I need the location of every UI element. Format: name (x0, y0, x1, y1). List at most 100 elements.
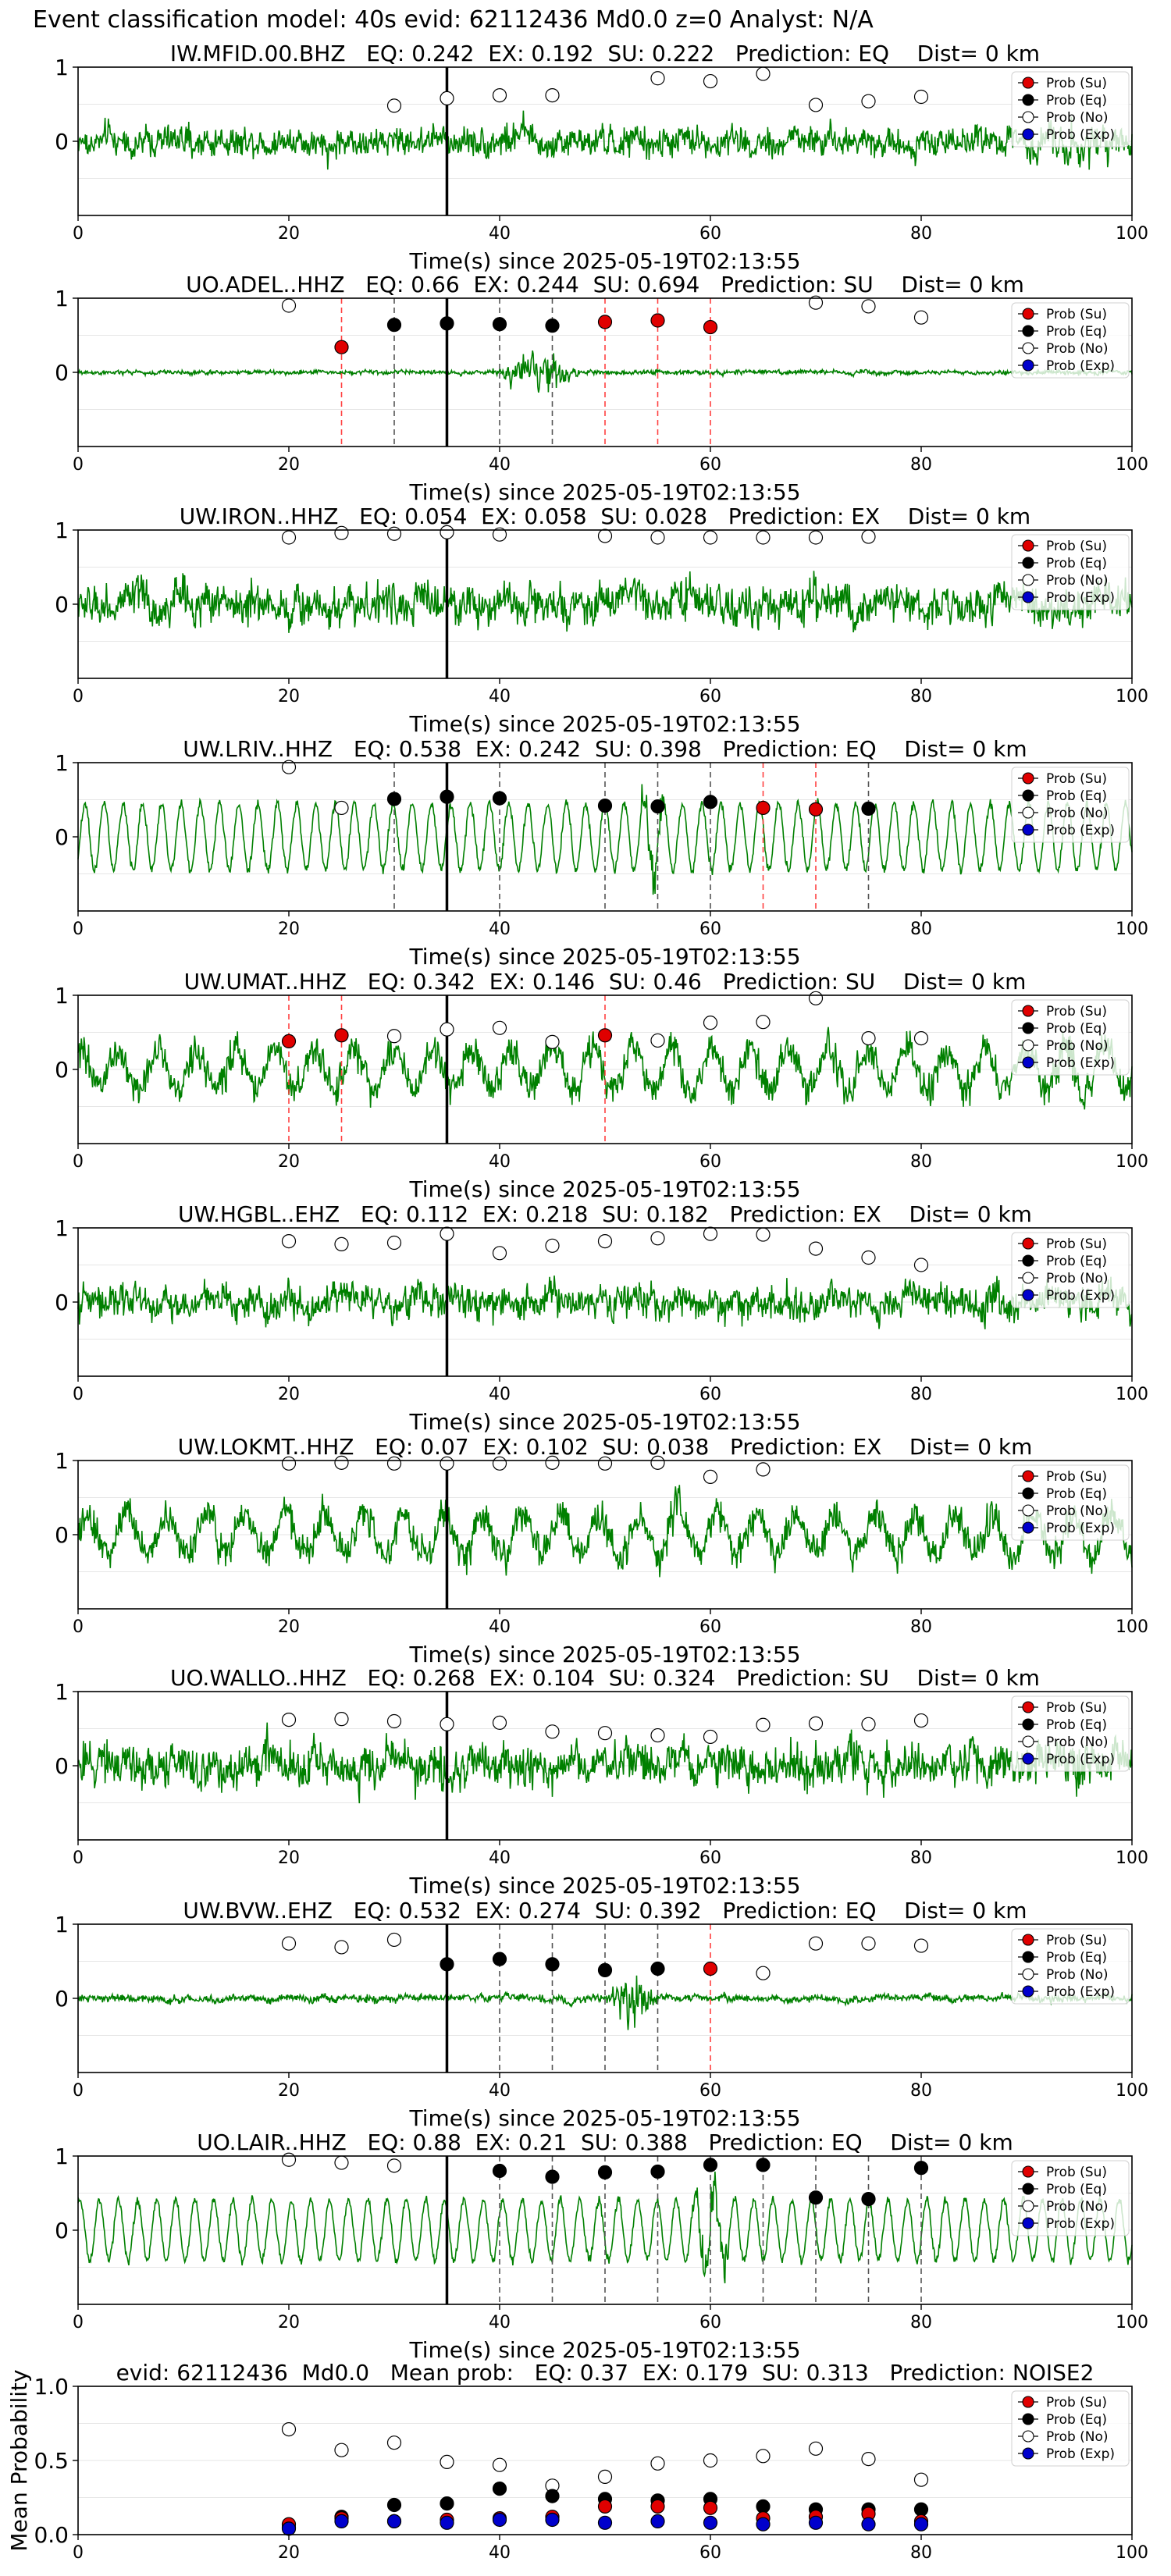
panel-10-legend-marker (1022, 2183, 1034, 2195)
panel-6-prob-no-marker (808, 1241, 824, 1256)
panel-11-prob-no-marker (650, 2456, 665, 2471)
panel-6-legend-marker (1022, 1289, 1034, 1301)
panel-1-legend-box (1011, 71, 1130, 148)
panel-1-xlabel: Time(s) since 2025-05-19T02:13:55 (408, 248, 800, 274)
panel-2-legend-marker (1022, 342, 1034, 354)
panel-2-legend-marker (1022, 308, 1034, 320)
panel-10-title: UO.LAIR..HHZ EQ: 0.88 EX: 0.21 SU: 0.388… (197, 2129, 1013, 2155)
panel-2-xtick-label: 20 (278, 455, 300, 475)
panel-3-xtick-label: 40 (489, 687, 511, 706)
panel-9-prob-su-marker (703, 1961, 718, 1976)
panel-1-legend-label: Prob (No) (1046, 110, 1109, 126)
panel-3-prob-no-marker (440, 525, 454, 539)
panel-1-legend-marker (1022, 94, 1034, 106)
panel-4-xtick-label: 60 (699, 920, 721, 939)
panel-2-prob-eq-marker (545, 318, 560, 333)
panel-4-xtick-label: 20 (278, 920, 300, 939)
panel-11-prob-no-marker (808, 2441, 824, 2456)
panel-1-xtick-label: 20 (278, 224, 300, 244)
panel-7-legend-label: Prob (Eq) (1046, 1486, 1107, 1502)
panel-2-legend-label: Prob (Eq) (1046, 324, 1107, 340)
panel-8-xtick-label: 100 (1116, 1848, 1148, 1868)
panel-11-prob-no-marker (334, 2443, 349, 2457)
panel-6-prob-no-marker (597, 1233, 613, 1249)
panel-11-prob-eq-marker (756, 2499, 771, 2514)
panel-2-prob-su-marker (597, 315, 613, 329)
panel-6-legend-label: Prob (No) (1046, 1271, 1109, 1286)
panel-10-prob-eq-marker (492, 2163, 507, 2179)
panel-11-prob-exp-marker (440, 2515, 454, 2530)
panel-3-xtick-label: 100 (1116, 687, 1148, 706)
panel-3-legend-marker (1022, 591, 1034, 603)
panel-9-legend-box (1011, 1928, 1130, 2005)
panel-9-ytick-label: 1 (55, 1912, 69, 1937)
panel-5-xtick-label: 40 (489, 1152, 511, 1172)
panel-8-prob-no-marker (492, 1715, 507, 1730)
panel-10-ytick-label: 0 (55, 2218, 69, 2243)
panel-8-legend-marker (1022, 1735, 1034, 1748)
panel-5-legend-label: Prob (Eq) (1046, 1021, 1107, 1037)
panel-5-legend-box (1011, 999, 1130, 1076)
panel-11-legend-label: Prob (Su) (1046, 2395, 1107, 2411)
panel-3-ytick-label: 0 (55, 592, 69, 617)
panel-4-xtick-label: 100 (1116, 920, 1148, 939)
panel-11-prob-no-marker (386, 2435, 402, 2450)
panel-11-prob-exp-marker (861, 2517, 876, 2532)
panel-4-title: UW.LRIV..HHZ EQ: 0.538 EX: 0.242 SU: 0.3… (183, 736, 1027, 762)
panel-11-legend-label: Prob (No) (1046, 2429, 1109, 2445)
panel-3-prob-no-marker (492, 527, 507, 542)
panel-7-waveform (77, 1485, 1133, 1578)
panel-8-legend-marker (1022, 1718, 1034, 1731)
panel-2-legend-marker (1022, 325, 1034, 337)
panel-10-xtick-label: 60 (699, 2313, 721, 2332)
panel-9-prob-eq-marker (650, 1961, 665, 1976)
panel-6-prob-no-marker (703, 1226, 718, 1241)
panel-11-legend-label: Prob (Eq) (1046, 2412, 1107, 2428)
panel-8-prob-no-marker (861, 1717, 876, 1731)
panel-8-legend-label: Prob (No) (1046, 1735, 1109, 1750)
panel-11-prob-eq-marker (492, 2482, 507, 2496)
panel-6-legend-label: Prob (Eq) (1046, 1254, 1107, 1269)
panel-4-prob-eq-marker (703, 795, 718, 809)
panel-2-prob-no-marker (281, 298, 297, 313)
panel-11-prob-exp-marker (597, 2515, 613, 2530)
panel-9-prob-no-marker (386, 1932, 402, 1948)
panel-2-prob-su-marker (703, 319, 718, 335)
panel-3-prob-no-marker (650, 530, 665, 545)
panel-9-legend-marker (1022, 1951, 1034, 1963)
panel-11-title: evid: 62112436 Md0.0 Mean prob: EQ: 0.37… (116, 2360, 1094, 2386)
panel-10-xtick-label: 100 (1116, 2313, 1148, 2332)
panel-3-xlabel: Time(s) since 2025-05-19T02:13:55 (408, 711, 800, 737)
panel-1-legend-marker (1022, 76, 1034, 89)
panel-5-xtick-label: 80 (910, 1152, 932, 1172)
panel-3-legend-marker (1022, 574, 1034, 586)
panel-6-title: UW.HGBL..EHZ EQ: 0.112 EX: 0.218 SU: 0.1… (178, 1201, 1032, 1227)
panel-8-legend-label: Prob (Su) (1046, 1700, 1107, 1716)
panel-10-prob-eq-marker (808, 2190, 824, 2205)
panel-5-legend-marker (1022, 1005, 1034, 1017)
panel-3-ytick-label: 1 (55, 518, 69, 543)
panel-11-xtick-label: 0 (73, 2543, 84, 2563)
panel-9-prob-eq-marker (545, 1957, 560, 1972)
panel-10-xtick-label: 80 (910, 2313, 932, 2332)
panel-5-prob-no-marker (492, 1020, 507, 1035)
panel-10-prob-no-marker (334, 2155, 349, 2170)
panel-5-legend-marker (1022, 1022, 1034, 1034)
panel-7-legend-marker (1022, 1487, 1034, 1500)
panel-10-legend-label: Prob (Exp) (1046, 2216, 1115, 2232)
panel-8-legend-marker (1022, 1701, 1034, 1713)
panel-8-xtick-label: 80 (910, 1848, 932, 1868)
panel-2-prob-eq-marker (492, 317, 507, 332)
panel-11-legend-marker (1022, 2396, 1034, 2408)
panel-11-xtick-label: 80 (910, 2543, 932, 2563)
panel-10-legend-marker (1022, 2217, 1034, 2229)
panel-7-xtick-label: 0 (73, 1617, 84, 1637)
panel-2-prob-eq-marker (386, 318, 402, 333)
panel-2-legend-label: Prob (Exp) (1046, 358, 1115, 374)
panel-10-xtick-label: 20 (278, 2313, 300, 2332)
panel-8-xtick-label: 20 (278, 1848, 300, 1868)
panel-1-prob-no-marker (913, 89, 929, 105)
panel-8-title: UO.WALLO..HHZ EQ: 0.268 EX: 0.104 SU: 0.… (170, 1665, 1040, 1691)
panel-2-prob-no-marker (913, 310, 929, 325)
panel-7-legend-marker (1022, 1470, 1034, 1482)
